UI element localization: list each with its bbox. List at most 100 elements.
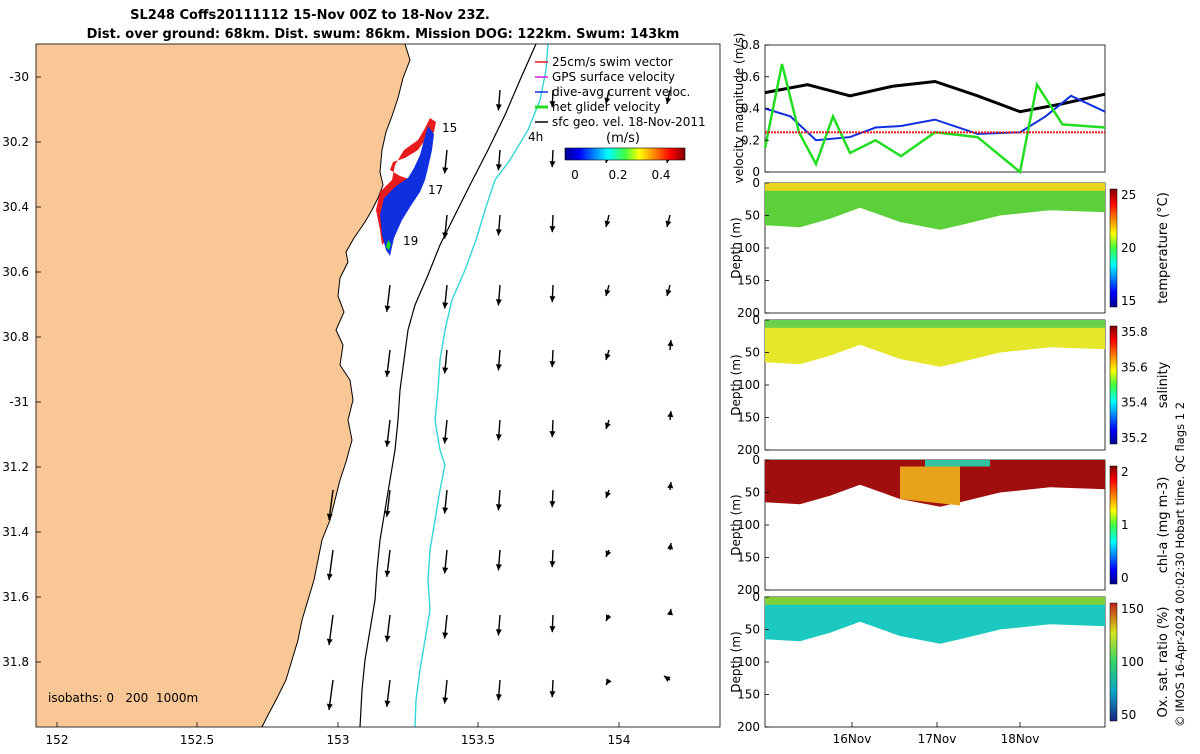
geo-vector-head (549, 361, 556, 368)
time-tick-label: 17Nov (918, 732, 957, 746)
section-cblabel: temperature (°C) (1156, 192, 1171, 304)
depth-tick-label: 50 (745, 209, 760, 223)
geo-vector-head (549, 296, 556, 303)
glider-track: 15 17 19 (376, 118, 457, 256)
geo-vector-head (442, 437, 449, 444)
section-patch (900, 466, 960, 506)
geo-vector-head (495, 504, 502, 511)
map-ytick-label: -31 (9, 395, 29, 409)
depth-tick-label: 200 (737, 306, 760, 320)
geo-vector-head (495, 564, 502, 571)
geo-vector-head (495, 164, 502, 171)
section-cblabel: Ox. sat. ratio (%) (1156, 607, 1171, 718)
section-cblabel: salinity (1156, 361, 1171, 408)
geo-vector-head (384, 440, 391, 447)
section-ylabel: Depth (m) (729, 494, 743, 555)
section-surface-layer (765, 597, 1105, 605)
section-ylabel: Depth (m) (729, 217, 743, 278)
glider-track-blue (380, 126, 434, 256)
section-cbtick-label: 35.8 (1121, 325, 1148, 339)
geo-vector-head (549, 626, 556, 633)
velocity-panel: 0 0.2 0.4 0.6 0.8 velocity magnitude (m/s) (732, 33, 1106, 183)
section-cbtick-label: 100 (1121, 655, 1144, 669)
section-cbtick-label: 35.4 (1121, 396, 1148, 410)
depth-tick-label: 0 (752, 590, 760, 604)
section-field (765, 183, 1105, 230)
map-xtick-label: 153 (327, 733, 350, 747)
geo-vector-head (326, 638, 333, 645)
depth-tick-label: 100 (737, 241, 760, 255)
section-colorbar (1109, 465, 1118, 585)
map-ticks: 152 152.5 153 153.5 154 -30 30.2 30.4 30.6 30.8 -3… (2, 70, 630, 747)
geo-vector-head (667, 609, 673, 616)
depth-tick-label: 50 (745, 623, 760, 637)
geo-vector-head (495, 364, 502, 371)
legend-label: GPS surface velocity (552, 70, 675, 84)
map-ytick-label: 30.6 (2, 265, 29, 279)
geo-vector-head (549, 501, 556, 508)
side-note: © IMOS 16-Apr-2024 00:02:30 Hobart time.… (1173, 402, 1187, 727)
geo-vector-head (442, 697, 449, 704)
title-line-2: Dist. over ground: 68km. Dist. swum: 86k… (87, 27, 680, 42)
geo-vector-head (384, 635, 391, 642)
velocity-ytick-label: 0.8 (741, 38, 760, 52)
velocity-ytick-label: 0.2 (741, 133, 760, 147)
legend-label: dive-avg current veloc. (552, 85, 690, 99)
depth-tick-label: 0 (752, 313, 760, 327)
map-ytick-label: 30.4 (2, 200, 29, 214)
section-surface-layer (765, 320, 1105, 328)
section-field (765, 320, 1105, 367)
glider-track-green (386, 240, 391, 250)
section-cbtick-label: 35.6 (1121, 360, 1148, 374)
velocity-ticks: 0 0.2 0.4 0.6 0.8 (741, 38, 769, 179)
depth-tick-label: 150 (737, 688, 760, 702)
geo-vector-head (442, 507, 449, 514)
geo-vector-head (606, 678, 612, 685)
colorbar-tick-0: 0 (571, 168, 579, 182)
section-cbtick-label: 2 (1121, 465, 1129, 479)
isobath-1000m (414, 43, 549, 728)
geo-vector-head (549, 161, 556, 168)
land-area (36, 44, 410, 727)
geo-vector-head (495, 104, 502, 111)
day-label-15: 15 (442, 121, 457, 135)
section-cbtick-label: 50 (1121, 708, 1136, 722)
colorbar-tick-2: 0.4 (651, 168, 670, 182)
geo-vector-head (665, 220, 672, 227)
depth-tick-label: 150 (737, 411, 760, 425)
geo-vector-head (442, 302, 449, 309)
geo-vector-head (664, 676, 671, 682)
geo-vector-head (606, 614, 612, 621)
depth-tick-label: 100 (737, 518, 760, 532)
legend-label: net glider velocity (552, 100, 660, 114)
section-ylabel: Depth (m) (729, 354, 743, 415)
geo-vector-head (667, 340, 674, 347)
geo-vector-head (442, 632, 449, 639)
speed-colorbar: (m/s) (564, 131, 686, 182)
geo-vector-head (604, 353, 611, 360)
geo-vector-head (495, 229, 502, 236)
legend-label: sfc geo. vel. 18-Nov-2011 (552, 115, 706, 129)
depth-tick-label: 100 (737, 378, 760, 392)
section-field (765, 597, 1105, 644)
geo-vector-head (549, 101, 556, 108)
section-panel: 0 50 100 150 200 Depth (m) 25 20 15 temperature (… (729, 176, 1171, 320)
depth-tick-label: 150 (737, 551, 760, 565)
velocity-ytick-label: 0 (752, 165, 760, 179)
geo-vector-head (384, 305, 391, 312)
geo-vector-head (442, 367, 449, 374)
depth-tick-label: 200 (737, 443, 760, 457)
section-cbtick-label: 25 (1121, 188, 1136, 202)
map-ytick-label: 31.8 (2, 655, 29, 669)
section-cbtick-label: 150 (1121, 602, 1144, 616)
isobaths-label: isobaths: 0 200 1000m (48, 691, 198, 705)
geo-vector-head (384, 700, 391, 707)
day-label-19: 19 (403, 234, 418, 248)
time-axis: 16Nov 17Nov 18Nov (833, 722, 1039, 746)
section-cbtick-label: 1 (1121, 518, 1129, 532)
map-ytick-label: 31.6 (2, 590, 29, 604)
map-xtick-label: 152 (46, 733, 69, 747)
